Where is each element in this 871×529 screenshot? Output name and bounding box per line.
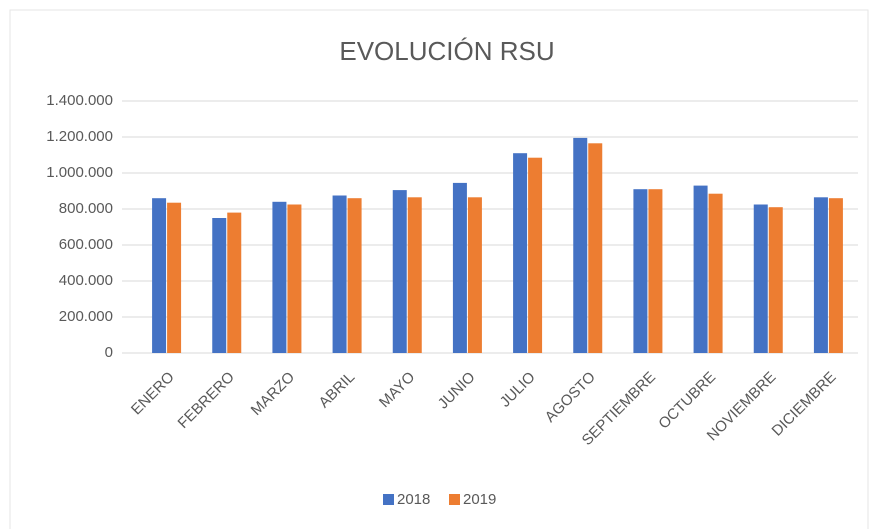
bar [708,193,723,353]
y-tick-label: 1.000.000 [46,164,113,181]
bar [467,197,482,353]
bar [212,218,227,353]
bar [407,197,422,353]
y-tick-label: 400.000 [59,272,113,289]
y-tick-label: 800.000 [59,200,113,217]
bar [828,198,843,353]
bar [332,195,347,353]
legend-swatch [383,494,394,505]
bar [633,189,648,353]
bar [813,197,828,353]
legend-swatch [449,494,460,505]
legend-label: 2019 [463,491,496,508]
bar [768,207,783,353]
bar [287,204,302,353]
bar [573,137,588,353]
bar [588,143,603,353]
bar [227,212,242,353]
bar [347,198,362,353]
y-tick-label: 1.200.000 [46,128,113,145]
y-tick-label: 200.000 [59,308,113,325]
bar [167,202,182,353]
bar [452,182,467,353]
bar [693,185,708,353]
y-tick-label: 0 [105,344,113,361]
bar [528,157,543,353]
bar [152,198,167,353]
bar [648,189,663,353]
bar [272,201,287,353]
legend-label: 2018 [397,491,430,508]
y-tick-label: 600.000 [59,236,113,253]
bar [753,204,768,353]
y-tick-label: 1.400.000 [46,92,113,109]
chart-frame [9,9,869,529]
chart-title: EVOLUCIÓN RSU [339,36,554,66]
bar [392,190,407,353]
bar [513,153,528,353]
